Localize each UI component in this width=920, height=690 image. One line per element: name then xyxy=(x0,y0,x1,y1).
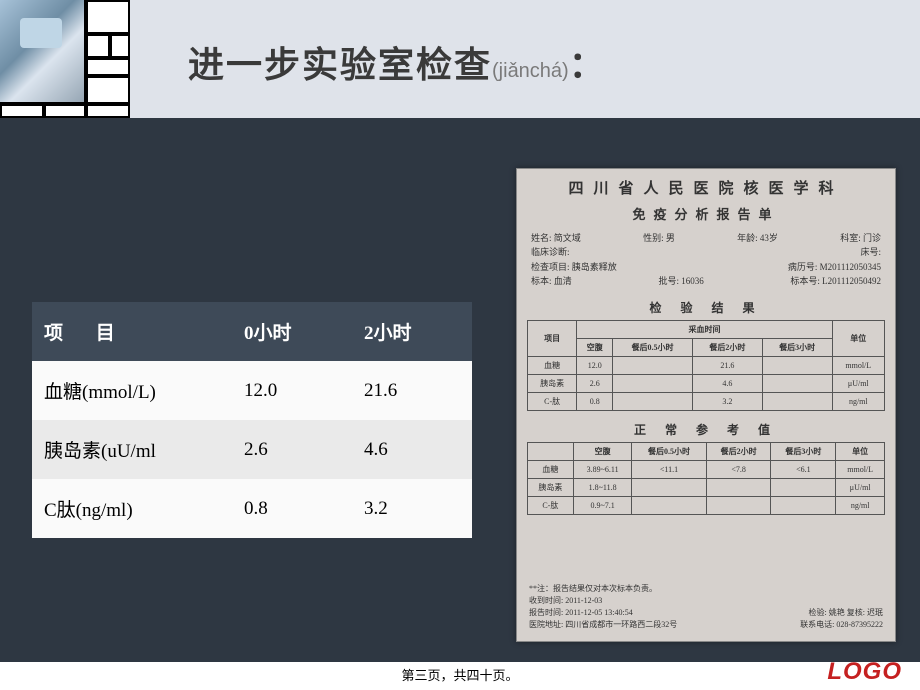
cell-label: C肽(ng/ml) xyxy=(32,479,232,538)
corner-grid xyxy=(0,0,130,118)
table-row: 血糖(mmol/L) 12.0 21.6 xyxy=(32,361,472,420)
report-sheet: 四川省人民医院核医学科 免疫分析报告单 姓名: 简文域 性别: 男 年龄: 43… xyxy=(516,168,896,642)
cell-2h: 4.6 xyxy=(352,420,472,479)
cell-label: 血糖(mmol/L) xyxy=(32,361,232,420)
title-colon: ： xyxy=(569,44,607,85)
cell-2h: 3.2 xyxy=(352,479,472,538)
cell-0h: 12.0 xyxy=(232,361,352,420)
table-row: C肽(ng/ml) 0.8 3.2 xyxy=(32,479,472,538)
col-item: 项 目 xyxy=(32,302,232,361)
col-0h: 0小时 xyxy=(232,302,352,361)
report-section-ref: 正 常 参 考 值 xyxy=(517,421,895,438)
report-heading2: 免疫分析报告单 xyxy=(517,198,895,231)
cell-0h: 0.8 xyxy=(232,479,352,538)
slide: 进一步实验室检查(jiǎnchá)： 项 目 0小时 2小时 血糖(mmol/L… xyxy=(0,0,920,690)
cell-2h: 21.6 xyxy=(352,361,472,420)
report-result-table: 项目 采血时间 单位 空腹 餐后0.5小时 餐后2小时 餐后3小时 血糖12.0… xyxy=(527,320,885,411)
report-info: 姓名: 简文域 性别: 男 年龄: 43岁 科室: 门诊 临床诊断: 床号: 检… xyxy=(517,231,895,289)
header-band: 进一步实验室检查(jiǎnchá)： xyxy=(0,0,920,118)
page-number: 第三页，共四十页。 xyxy=(401,665,518,684)
title-main: 进一步实验室检查 xyxy=(188,44,492,85)
lab-table: 项 目 0小时 2小时 血糖(mmol/L) 12.0 21.6 胰岛素(uU/… xyxy=(32,302,472,538)
cell-0h: 2.6 xyxy=(232,420,352,479)
report-footer: **注：报告结果仅对本次标本负责。 收到时间: 2011-12-03 报告时间:… xyxy=(529,583,883,631)
bottom-strip: 第三页，共四十页。 LOGO xyxy=(0,662,920,690)
report-section-result: 检 验 结 果 xyxy=(517,299,895,316)
table-header-row: 项 目 0小时 2小时 xyxy=(32,302,472,361)
report-ref-table: 空腹 餐后0.5小时 餐后2小时 餐后3小时 单位 血糖3.89~6.11<11… xyxy=(527,442,885,515)
col-2h: 2小时 xyxy=(352,302,472,361)
page-title: 进一步实验室检查(jiǎnchá)： xyxy=(188,36,607,88)
cell-label: 胰岛素(uU/ml xyxy=(32,420,232,479)
logo-text: LOGO xyxy=(827,658,902,686)
table-row: 胰岛素(uU/ml 2.6 4.6 xyxy=(32,420,472,479)
title-pinyin: (jiǎnchá) xyxy=(492,60,569,82)
report-heading1: 四川省人民医院核医学科 xyxy=(517,169,895,198)
